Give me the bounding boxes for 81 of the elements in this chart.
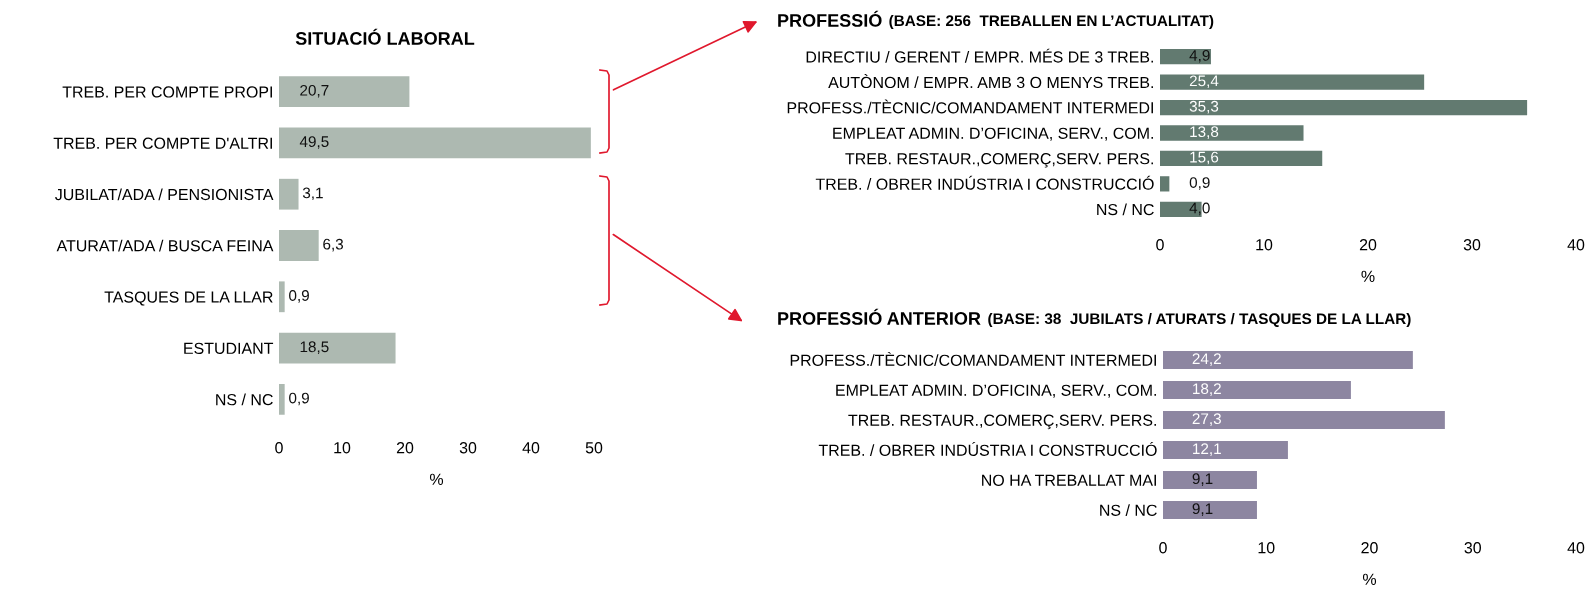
bar — [279, 76, 410, 108]
data-label: 9,1 — [1192, 503, 1213, 516]
y-tick-label: ESTUDIANT — [184, 342, 274, 355]
data-label: 3,1 — [302, 187, 323, 201]
x-tick-label: 20 — [1359, 239, 1377, 251]
data-label: 27,3 — [1192, 413, 1221, 426]
data-label: 15,6 — [1190, 151, 1219, 165]
bar — [1163, 351, 1413, 369]
y-tick-label: ATURAT/ADA / BUSCA FEINA — [56, 239, 274, 252]
y-tick-label: TREB. PER COMPTE D'ALTRI — [53, 137, 272, 149]
y-tick-label: TREB. / OBRER INDÚSTRIA I CONSTRUCCIÓ — [818, 441, 1157, 456]
chart-title: SITUACIÓ LABORAL — [295, 28, 475, 45]
x-tick-label: 10 — [1256, 239, 1273, 251]
x-tick-label: 0 — [1156, 239, 1164, 251]
data-label: 4,9 — [1189, 50, 1210, 63]
bar — [279, 178, 299, 210]
data-label: 35,3 — [1189, 100, 1219, 114]
chart-subtitle: (BASE: 38 JUBILATS / ATURATS / TASQUES DE LA LLAR) — [988, 312, 1411, 328]
data-label: 49,5 — [299, 136, 329, 149]
y-tick-label: TREB. / OBRER INDÚSTRIA I CONSTRUCCIÓ — [815, 175, 1154, 190]
bar — [1160, 74, 1425, 90]
bar — [1163, 501, 1257, 519]
bar — [1160, 150, 1323, 167]
y-tick-label: PROFESS./TÈCNIC/COMANDAMENT INTERMEDI — [790, 351, 1156, 366]
x-axis-title: % — [1362, 573, 1377, 585]
y-tick-label: JUBILAT/ADA / PENSIONISTA — [55, 188, 274, 201]
bar — [1163, 411, 1445, 429]
x-tick-label: 30 — [1463, 239, 1481, 251]
data-label: 0,9 — [289, 290, 309, 303]
x-tick-label: 50 — [585, 442, 603, 454]
text: PROFESSIÓ — [778, 10, 882, 27]
y-tick-label: TASQUES DE LA LLAR — [104, 291, 273, 306]
bar — [279, 332, 396, 364]
data-label: 18,2 — [1193, 383, 1221, 396]
y-tick-label: TREB. PER COMPTE PROPI — [62, 86, 272, 98]
data-label: 9,1 — [1192, 473, 1213, 486]
y-tick-label: DIRECTIU / GERENT / EMPR. MÉS DE 3 TREB. — [806, 48, 1153, 63]
x-tick-label: 30 — [1464, 542, 1482, 554]
y-tick-label: TREB. RESTAUR.,COMERÇ,SERV. PERS. — [845, 153, 1153, 168]
x-axis-title: % — [429, 473, 444, 485]
x-tick-label: 20 — [396, 442, 414, 454]
x-tick-label: 10 — [334, 442, 351, 454]
y-tick-label: NS / NC — [1097, 203, 1154, 216]
data-label: 0,9 — [289, 392, 309, 406]
y-tick-label: NS / NC — [216, 393, 273, 406]
y-tick-label: PROFESS./TÈCNIC/COMANDAMENT INTERMEDI — [787, 99, 1153, 114]
bar — [1160, 125, 1304, 141]
x-tick-label: 0 — [275, 442, 283, 454]
chart-subtitle: (BASE: 256 TREBALLEN EN L’ACTUALITAT) — [889, 14, 1214, 30]
y-tick-label: NS / NC — [1100, 504, 1157, 516]
data-label: 6,3 — [323, 238, 344, 252]
x-tick-label: 40 — [522, 442, 540, 454]
x-tick-label: 10 — [1258, 542, 1275, 554]
x-tick-label: 20 — [1361, 542, 1378, 554]
bar — [1163, 381, 1351, 399]
y-tick-label: NO HA TREBALLAT MAI — [982, 474, 1156, 486]
data-label: 13,8 — [1190, 126, 1219, 139]
bar — [1160, 99, 1528, 116]
bar — [279, 127, 591, 159]
bar — [1160, 176, 1170, 192]
data-label: 0,9 — [1189, 177, 1210, 190]
bar — [279, 281, 285, 313]
data-label: 18,5 — [300, 341, 329, 354]
x-axis-title: % — [1361, 270, 1375, 282]
data-label: 20,7 — [300, 84, 329, 98]
x-tick-label: 40 — [1567, 542, 1585, 554]
text: PROFESSIÓ ANTERIOR — [778, 308, 981, 325]
data-label: 24,2 — [1192, 353, 1221, 366]
bar — [1163, 441, 1288, 459]
y-tick-label: TREB. RESTAUR.,COMERÇ,SERV. PERS. — [848, 414, 1156, 430]
y-tick-label: AUTÒNOM / EMPR. AMB 3 O MENYS TREB. — [828, 74, 1153, 89]
y-tick-label: EMPLEAT ADMIN. D’OFICINA, SERV., COM. — [836, 384, 1156, 398]
data-label: 25,4 — [1189, 75, 1219, 89]
bar — [279, 383, 285, 415]
x-tick-label: 30 — [459, 442, 477, 454]
x-tick-label: 0 — [1159, 542, 1167, 554]
y-tick-label: EMPLEAT ADMIN. D’OFICINA, SERV., COM. — [833, 127, 1153, 141]
x-tick-label: 40 — [1567, 239, 1585, 251]
data-label: 12,1 — [1193, 443, 1221, 456]
bar — [1163, 471, 1257, 489]
bar — [279, 230, 319, 261]
